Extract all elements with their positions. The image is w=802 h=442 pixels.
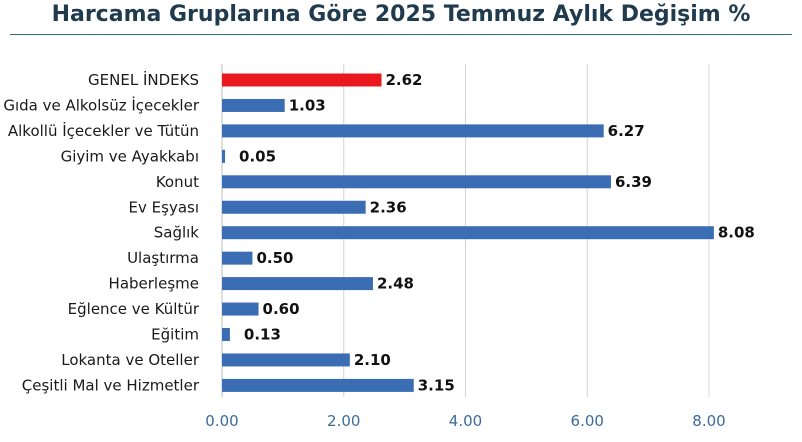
data-label: 2.10 [354, 351, 391, 369]
bar [222, 149, 226, 163]
category-label: Çeşitli Mal ve Hizmetler [22, 376, 200, 394]
data-label: 3.15 [418, 376, 455, 394]
title-underline [10, 34, 792, 35]
category-label: Haberleşme [109, 275, 199, 293]
x-tick-label: 8.00 [692, 412, 725, 430]
category-label: Konut [156, 173, 199, 191]
bar [222, 200, 366, 214]
bar [222, 124, 604, 138]
category-label: Eğlence ve Kültür [68, 300, 200, 318]
category-label: Gıda ve Alkolsüz İçecekler [3, 95, 199, 114]
data-label: 1.03 [289, 96, 326, 114]
data-label: 6.27 [608, 122, 645, 140]
data-label: 0.50 [256, 249, 293, 267]
bar [222, 328, 230, 341]
bar [222, 226, 714, 240]
category-label: Eğitim [151, 326, 199, 344]
category-label: Sağlık [154, 224, 200, 242]
bar [222, 175, 611, 189]
data-label: 8.08 [718, 224, 755, 242]
bar [222, 353, 350, 367]
category-label: Ulaştırma [127, 249, 199, 267]
category-label: Giyim ve Ayakkabı [61, 147, 199, 165]
bar [222, 98, 285, 112]
category-label: Lokanta ve Oteller [61, 351, 200, 369]
category-label: GENEL İNDEKS [88, 70, 199, 89]
chart-title: Harcama Gruplarına Göre 2025 Temmuz Aylı… [51, 2, 751, 27]
data-label: 0.05 [239, 147, 276, 165]
x-tick-label: 2.00 [327, 412, 360, 430]
x-tick-label: 0.00 [205, 412, 238, 430]
data-label: 6.39 [615, 173, 652, 191]
bar [222, 251, 253, 265]
data-label: 2.48 [377, 275, 414, 293]
bar [222, 302, 259, 316]
data-label: 0.13 [244, 326, 281, 344]
x-tick-label: 6.00 [571, 412, 604, 430]
x-tick-label: 4.00 [449, 412, 482, 430]
data-label: 0.60 [263, 300, 300, 318]
bar [222, 378, 414, 392]
bar [222, 277, 373, 291]
bar [222, 73, 382, 87]
data-label: 2.62 [385, 71, 422, 89]
data-label: 2.36 [370, 198, 407, 216]
category-label: Ev Eşyası [129, 198, 199, 216]
category-label: Alkollü İçecekler ve Tütün [8, 121, 199, 140]
